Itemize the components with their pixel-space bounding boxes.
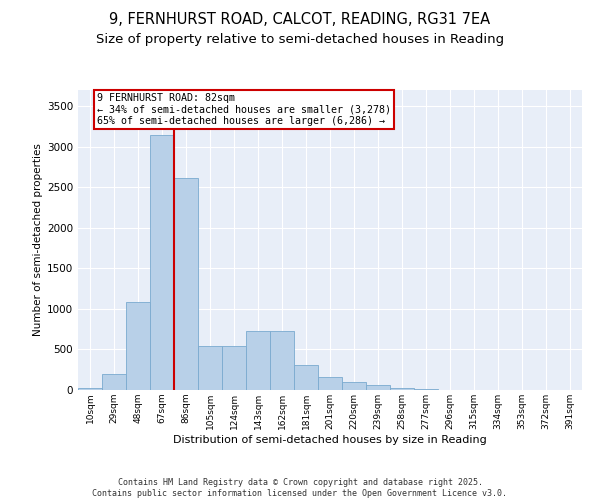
- Bar: [102, 374, 126, 390]
- Bar: [246, 331, 270, 390]
- Y-axis label: Number of semi-detached properties: Number of semi-detached properties: [33, 144, 43, 336]
- Text: Contains HM Land Registry data © Crown copyright and database right 2025.
Contai: Contains HM Land Registry data © Crown c…: [92, 478, 508, 498]
- Text: 9 FERNHURST ROAD: 82sqm
← 34% of semi-detached houses are smaller (3,278)
65% of: 9 FERNHURST ROAD: 82sqm ← 34% of semi-de…: [97, 93, 391, 126]
- Bar: [150, 134, 174, 390]
- Bar: [318, 378, 342, 390]
- Bar: [174, 178, 198, 390]
- Bar: [414, 389, 438, 390]
- Bar: [78, 388, 102, 390]
- Bar: [294, 365, 318, 390]
- X-axis label: Distribution of semi-detached houses by size in Reading: Distribution of semi-detached houses by …: [173, 434, 487, 444]
- Bar: [222, 346, 246, 390]
- Bar: [366, 385, 390, 390]
- Bar: [390, 388, 414, 390]
- Text: Size of property relative to semi-detached houses in Reading: Size of property relative to semi-detach…: [96, 32, 504, 46]
- Bar: [342, 382, 366, 390]
- Bar: [198, 346, 222, 390]
- Text: 9, FERNHURST ROAD, CALCOT, READING, RG31 7EA: 9, FERNHURST ROAD, CALCOT, READING, RG31…: [109, 12, 491, 28]
- Bar: [126, 302, 150, 390]
- Bar: [270, 331, 294, 390]
